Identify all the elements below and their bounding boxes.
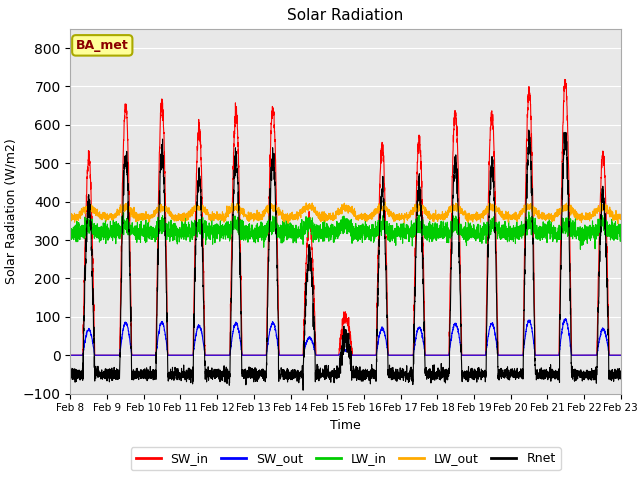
LW_out: [416, 198, 424, 204]
LW_in: [500, 232, 508, 238]
LW_in: [469, 226, 477, 232]
LW_out: [500, 215, 508, 220]
SW_in: [617, 352, 625, 358]
Line: LW_in: LW_in: [70, 212, 621, 249]
SW_out: [325, 352, 333, 358]
LW_out: [166, 213, 173, 218]
LW_in: [617, 229, 625, 235]
LW_out: [325, 214, 333, 220]
LW_out: [616, 213, 624, 219]
SW_out: [166, 352, 173, 358]
Rnet: [469, 372, 477, 377]
LW_in: [166, 230, 173, 236]
Rnet: [438, 371, 446, 377]
SW_in: [438, 352, 446, 358]
SW_out: [500, 352, 508, 358]
LW_in: [577, 246, 584, 252]
Rnet: [300, 387, 307, 393]
Legend: SW_in, SW_out, LW_in, LW_out, Rnet: SW_in, SW_out, LW_in, LW_out, Rnet: [131, 447, 561, 470]
LW_out: [67, 216, 74, 222]
SW_out: [616, 352, 624, 358]
LW_out: [469, 214, 477, 219]
Rnet: [67, 374, 74, 380]
LW_out: [438, 213, 446, 218]
Rnet: [500, 370, 508, 375]
SW_out: [67, 352, 74, 358]
Rnet: [166, 375, 173, 381]
SW_out: [617, 352, 625, 358]
Rnet: [525, 127, 532, 133]
Line: SW_in: SW_in: [70, 80, 621, 355]
Line: Rnet: Rnet: [70, 130, 621, 390]
SW_out: [562, 316, 570, 322]
SW_in: [500, 352, 508, 358]
LW_in: [438, 228, 446, 234]
SW_in: [67, 352, 74, 358]
SW_in: [561, 77, 569, 83]
LW_in: [325, 228, 333, 234]
Line: SW_out: SW_out: [70, 319, 621, 355]
Line: LW_out: LW_out: [70, 201, 621, 224]
LW_out: [614, 221, 621, 227]
SW_in: [616, 352, 624, 358]
Rnet: [325, 374, 333, 380]
Title: Solar Radiation: Solar Radiation: [287, 9, 404, 24]
Rnet: [617, 374, 625, 380]
Rnet: [616, 371, 624, 377]
LW_out: [617, 213, 625, 219]
LW_in: [67, 226, 74, 231]
LW_in: [525, 209, 532, 215]
SW_out: [438, 352, 446, 358]
SW_in: [325, 352, 333, 358]
SW_in: [469, 352, 477, 358]
LW_in: [616, 239, 624, 244]
Y-axis label: Solar Radiation (W/m2): Solar Radiation (W/m2): [4, 138, 17, 284]
SW_in: [166, 352, 173, 358]
X-axis label: Time: Time: [330, 419, 361, 432]
SW_out: [469, 352, 477, 358]
Text: BA_met: BA_met: [76, 39, 129, 52]
